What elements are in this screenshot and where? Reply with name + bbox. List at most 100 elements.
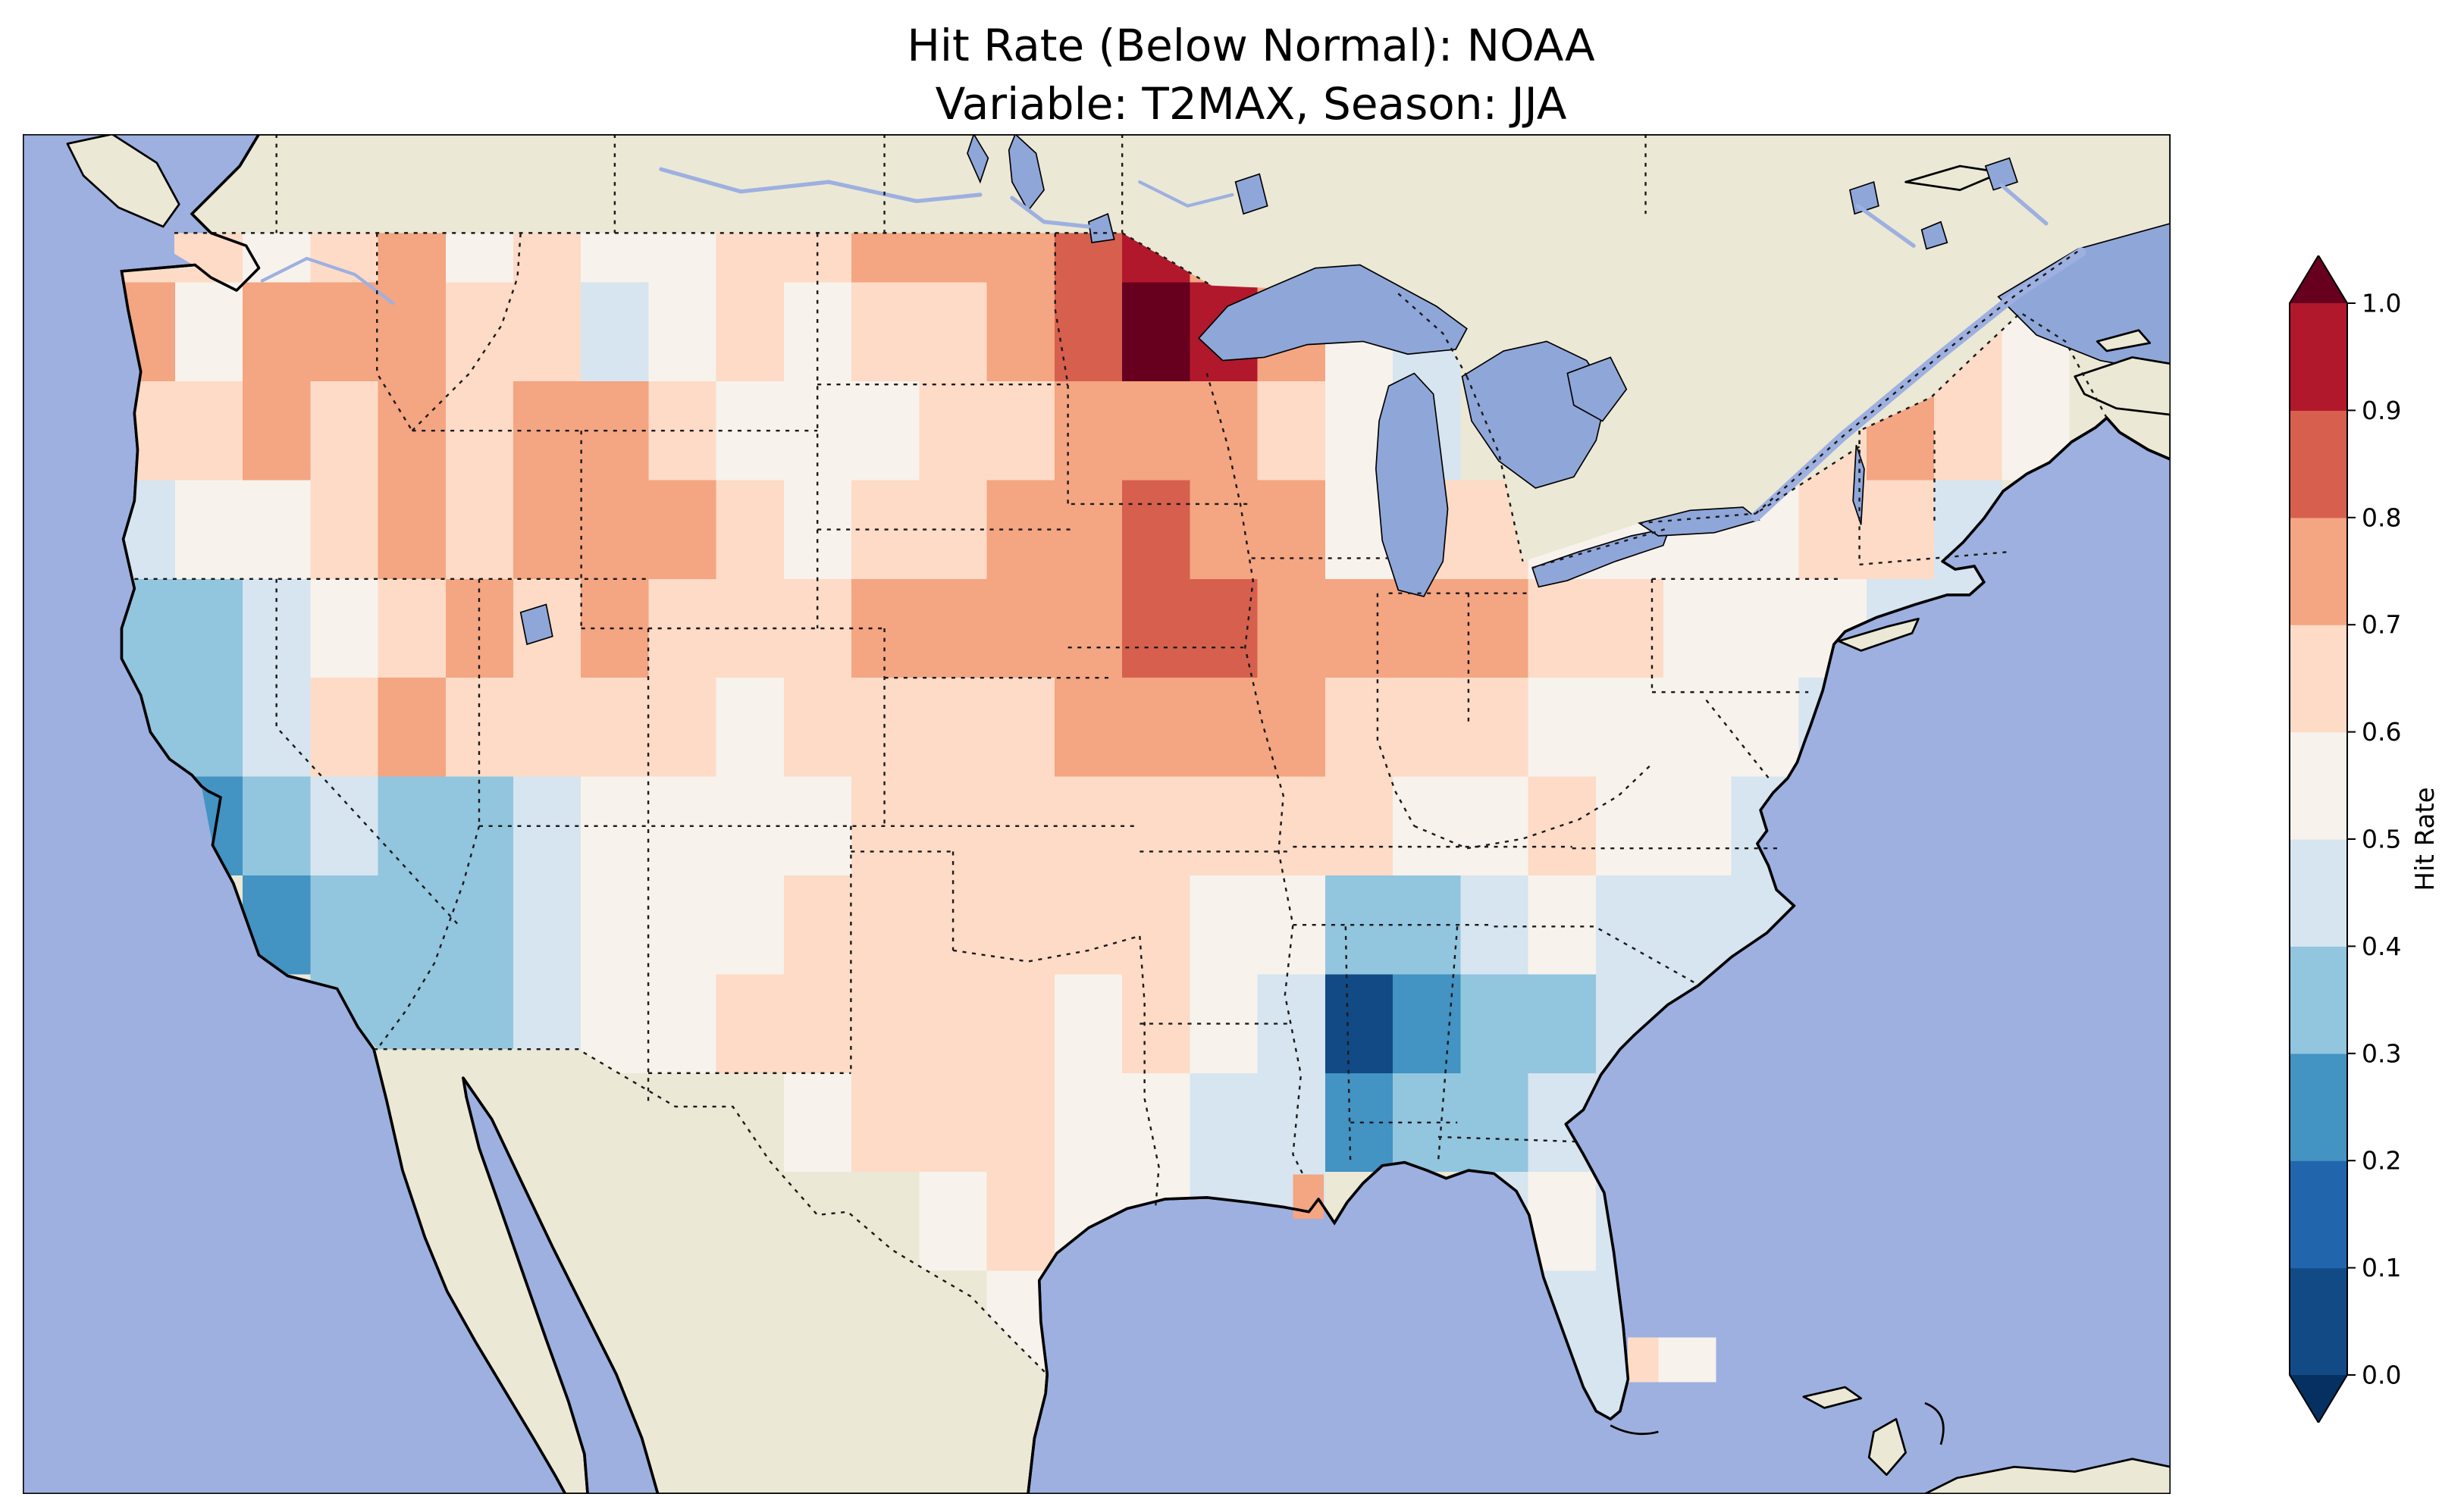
offshore-grid-cell	[1685, 1337, 1716, 1383]
borders-layer	[134, 134, 2108, 1376]
figure-title: Hit Rate (Below Normal): NOAA Variable: …	[42, 17, 2460, 133]
colorbar-tick-label: 0.3	[2362, 1038, 2401, 1068]
colorbar-band	[2290, 839, 2347, 947]
grid-cell	[310, 578, 378, 678]
grid-cell	[1257, 678, 1325, 777]
grid-cell	[1528, 578, 1596, 678]
grid-cell	[1393, 776, 1461, 875]
grid-cell	[174, 480, 243, 579]
grid-cell	[378, 776, 446, 875]
grid-cell	[1054, 578, 1123, 678]
grid-cell	[1257, 578, 1325, 678]
grid-cell	[1663, 578, 1732, 678]
grid-cell	[851, 1073, 920, 1173]
lake-champlain	[1852, 444, 1865, 525]
grid-cell	[919, 381, 987, 481]
grid-cell	[783, 875, 852, 975]
grid-cell	[174, 578, 243, 678]
grid-cell	[310, 282, 378, 381]
grid-cell	[1054, 233, 1123, 283]
grid-cell	[1054, 282, 1123, 381]
grid-cell	[919, 1073, 987, 1173]
grid-cell	[378, 678, 446, 777]
lakes-layer	[519, 132, 2019, 646]
grid-cell	[445, 480, 514, 579]
grid-cell	[851, 678, 920, 777]
grid-cell	[513, 875, 582, 975]
grid-cell	[1122, 678, 1190, 777]
grid-cell	[445, 282, 514, 381]
quebec-lake-2	[1984, 157, 2019, 191]
grid-cell	[783, 678, 852, 777]
lake-of-the-woods	[1088, 213, 1115, 243]
grid-cell	[310, 480, 378, 579]
grid-cell	[919, 678, 987, 777]
state-borders-west	[134, 233, 1136, 1107]
coastline	[120, 133, 2171, 1495]
colorbar-tick-label: 0.2	[2362, 1146, 2401, 1176]
colorbar-band	[2290, 303, 2347, 411]
columbia-river	[260, 256, 395, 305]
grid-cell	[243, 381, 311, 481]
grid-cell	[1190, 875, 1258, 975]
state-borders-southeast	[1293, 845, 1779, 1163]
prince-edward-island	[2096, 329, 2152, 352]
grid-cell	[1324, 578, 1393, 678]
grid-cell	[1595, 875, 1664, 975]
grid-cell	[1663, 678, 1732, 777]
grid-cell	[1190, 678, 1258, 777]
grid-cell	[581, 282, 649, 381]
us-heatmap-map	[21, 132, 2172, 1495]
grid-cell	[648, 875, 716, 975]
grid-cell	[1460, 875, 1528, 975]
grid-cell	[581, 233, 649, 283]
grid-cell	[851, 233, 920, 283]
figure-title-line2: Variable: T2MAX, Season: JJA	[935, 77, 1567, 130]
grid-cell	[243, 480, 311, 579]
saskatchewan-river	[659, 167, 983, 203]
colorbar-band	[2290, 1267, 2347, 1376]
grid-cell	[1257, 1073, 1325, 1173]
state-borders-midwest	[1251, 557, 1654, 850]
grid-cell	[986, 578, 1055, 678]
grid-cell	[378, 233, 446, 283]
colorbar-svg: 1.0 0.9 0.8 0.7 0.6 0.5 0.4 0.3 0.2 0.1 0.0 Hit Ra…	[2289, 254, 2440, 1424]
lake-erie	[1531, 527, 1671, 588]
grid-cell	[919, 233, 987, 283]
grid-cell	[919, 974, 987, 1073]
grid-cell	[1866, 480, 1935, 579]
grid-cell	[986, 1172, 1055, 1271]
grid-cell	[1460, 678, 1528, 777]
grid-cell	[716, 480, 784, 579]
grid-cell	[378, 282, 446, 381]
grid-cell	[851, 381, 920, 481]
grid-cell	[1460, 974, 1528, 1073]
grid-cell	[1528, 974, 1596, 1073]
grid-cell	[1460, 776, 1528, 875]
quebec-river-2	[1999, 183, 2049, 226]
grid-cell	[648, 678, 716, 777]
grid-cell	[378, 381, 446, 481]
grid-cell	[1460, 578, 1528, 678]
colorbar-tick-label: 0.1	[2362, 1253, 2401, 1282]
grid-cell	[310, 233, 378, 283]
grid-cell	[986, 1073, 1055, 1173]
us-mexico-border	[374, 1048, 1049, 1376]
grid-cell	[1663, 776, 1732, 875]
grid-cell	[648, 233, 716, 283]
colorbar-tick-label: 0.9	[2362, 396, 2401, 425]
grid-cell	[783, 974, 852, 1073]
grid-cell	[716, 974, 784, 1073]
offshore-grid-cells	[1293, 1174, 1716, 1383]
grid-cell	[310, 875, 378, 975]
grid-cell	[1054, 875, 1123, 975]
canada-province-borders	[275, 134, 1647, 233]
eleuthera-island	[1924, 1401, 1945, 1445]
colorbar-band	[2290, 731, 2347, 840]
colorbar-over-arrow	[2290, 255, 2347, 303]
grid-cell	[919, 282, 987, 381]
long-island	[1837, 617, 1920, 652]
lake-michigan	[1375, 372, 1449, 597]
colorbar-band	[2290, 517, 2347, 625]
vancouver-island	[66, 133, 180, 228]
